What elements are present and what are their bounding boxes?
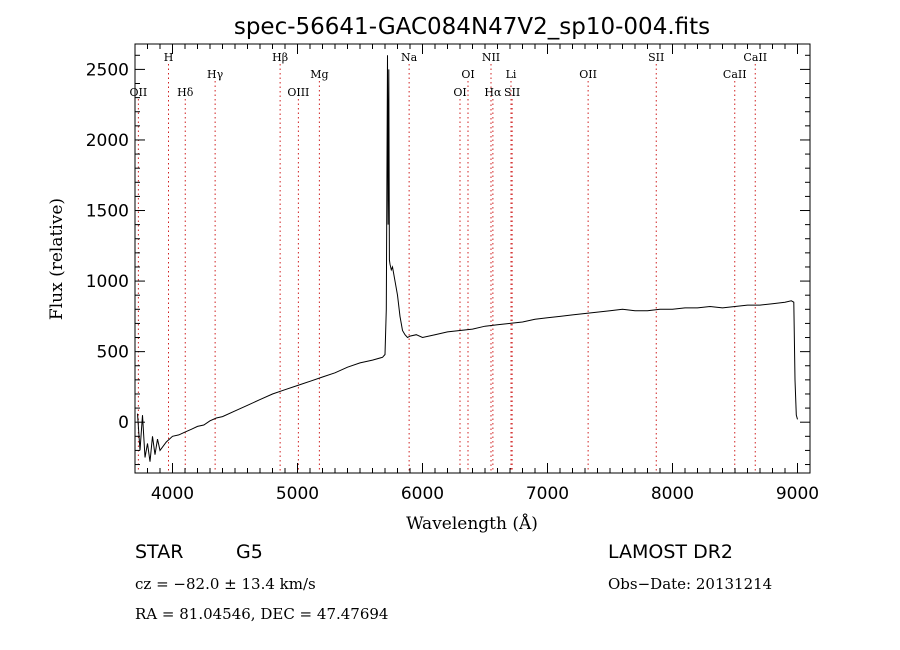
spectral-line-label: Li <box>506 68 517 81</box>
x-tick-label: 4000 <box>151 484 194 504</box>
spectral-line-label: NII <box>482 51 500 64</box>
x-tick-label: 5000 <box>276 484 319 504</box>
x-tick-label: 7000 <box>526 484 569 504</box>
x-axis-label: Wavelength (Å) <box>406 513 538 534</box>
spectral-line-label: Hβ <box>272 51 288 64</box>
spectral-line-label: Hα <box>484 86 502 99</box>
y-tick-label: 500 <box>97 343 129 363</box>
x-axis-ticks: 4000 5000 6000 7000 8000 9000 <box>134 44 819 504</box>
y-axis-label: Flux (relative) <box>47 198 67 320</box>
spectral-line-label: Na <box>401 51 418 64</box>
y-tick-label: 2000 <box>86 131 129 151</box>
chart-title: spec-56641-GAC084N47V2_sp10-004.fits <box>234 14 710 40</box>
spectral-line-label: Hγ <box>207 68 224 81</box>
y-axis-ticks: 0 500 1000 1500 2000 2500 <box>86 54 810 466</box>
redshift-value: cz = −82.0 ± 13.4 km/s <box>135 575 316 593</box>
spectral-line-label: H <box>164 51 174 64</box>
obs-date: Obs−Date: 20131214 <box>608 575 773 593</box>
y-tick-label: 1000 <box>86 272 129 292</box>
x-tick-label: 9000 <box>776 484 819 504</box>
spectral-line-label: OI <box>461 68 474 81</box>
y-tick-label: 2500 <box>86 60 129 80</box>
spectral-line-label: SII <box>648 51 664 64</box>
spectral-line-label: SII <box>504 86 520 99</box>
spectral-line-label: OIII <box>287 86 309 99</box>
spectral-line-label: CaII <box>723 68 747 81</box>
spectral-line-label: OII <box>579 68 597 81</box>
plot-frame <box>134 43 811 474</box>
x-tick-label: 8000 <box>651 484 694 504</box>
spectral-line-label: Hδ <box>177 86 194 99</box>
spectrum-line <box>137 55 798 462</box>
spectral-line-markers <box>137 64 756 473</box>
y-tick-label: 0 <box>118 413 129 433</box>
spectral-line-label: CaII <box>743 51 767 64</box>
survey-label: LAMOST DR2 <box>608 541 733 563</box>
x-tick-label: 6000 <box>401 484 444 504</box>
coordinates: RA = 81.04546, DEC = 47.47694 <box>135 605 389 623</box>
spectral-line-label: OII <box>130 86 148 99</box>
spectral-line-label: Mg <box>310 68 328 81</box>
object-class: STAR <box>135 541 184 563</box>
spectrum-chart: spec-56641-GAC084N47V2_sp10-004.fits OII… <box>47 14 819 534</box>
y-tick-label: 1500 <box>86 202 129 222</box>
subclass: G5 <box>236 541 263 563</box>
spectral-line-label: OI <box>453 86 466 99</box>
